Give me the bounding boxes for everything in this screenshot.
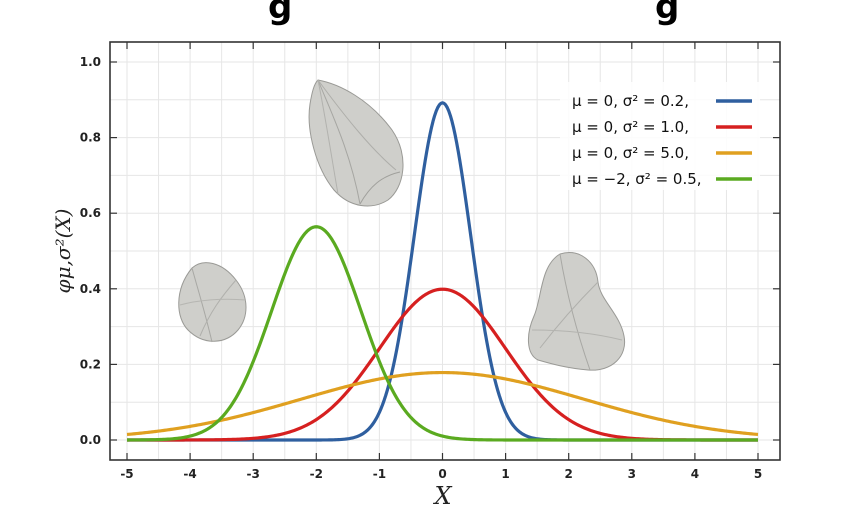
y-tick-label: 1.0 — [80, 55, 101, 69]
x-tick-label: 0 — [438, 467, 446, 481]
x-tick-label: -5 — [120, 467, 133, 481]
rounded-triangle-3d-shape — [178, 262, 247, 343]
y-axis-title: φμ,σ²(X) — [51, 209, 75, 294]
series-curves — [126, 101, 759, 442]
x-tick-label: -2 — [310, 467, 323, 481]
x-tick-label: 2 — [565, 467, 573, 481]
legend-label-2: μ = 0, σ² = 5.0, — [572, 144, 689, 162]
series-line-3 — [126, 225, 759, 442]
y-tick-label: 0.4 — [80, 282, 101, 296]
legend-label-3: μ = −2, σ² = 0.5, — [572, 170, 702, 188]
legend-label-1: μ = 0, σ² = 1.0, — [572, 118, 689, 136]
x-tick-label: -4 — [183, 467, 196, 481]
x-tick-label: 5 — [754, 467, 762, 481]
y-tick-label: 0.6 — [80, 206, 101, 220]
legend-label-0: μ = 0, σ² = 0.2, — [572, 92, 689, 110]
x-tick-label: 3 — [628, 467, 636, 481]
title-fragment-left: g — [268, 0, 292, 27]
x-axis-title: X — [432, 482, 452, 510]
y-tick-label: 0.8 — [80, 131, 101, 145]
axis-ticks — [110, 42, 780, 460]
x-tick-label: 4 — [691, 467, 699, 481]
x-tick-label: -3 — [247, 467, 260, 481]
title-fragment-right: g — [655, 0, 679, 27]
y-tick-label: 0.2 — [80, 357, 101, 371]
x-tick-labels: -5 -4 -3 -2 -1 0 1 2 3 4 5 — [120, 467, 762, 481]
plot-frame — [109, 41, 781, 461]
y-tick-labels: 0.0 0.2 0.4 0.6 0.8 1.0 — [80, 55, 101, 447]
petal-3d-shape — [308, 79, 404, 207]
lobed-3d-shape — [528, 252, 626, 371]
y-tick-label: 0.0 — [80, 433, 101, 447]
series-line-2 — [126, 370, 759, 437]
x-tick-label: 1 — [501, 467, 509, 481]
legend: μ = 0, σ² = 0.2, μ = 0, σ² = 1.0, μ = 0,… — [560, 82, 760, 190]
x-tick-label: -1 — [373, 467, 386, 481]
